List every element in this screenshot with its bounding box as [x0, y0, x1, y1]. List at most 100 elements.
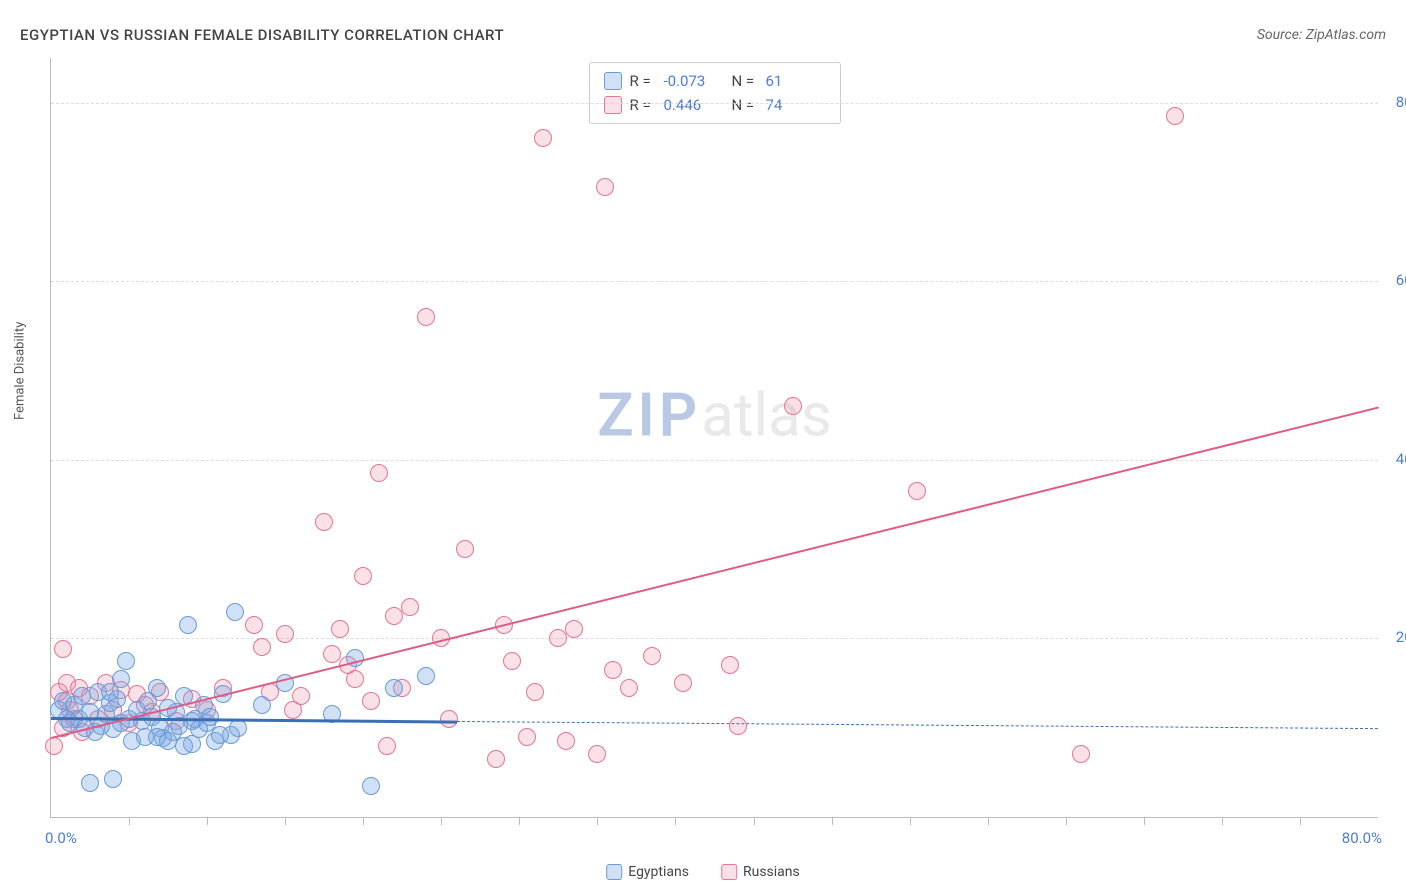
- trendline-russ: [51, 406, 1378, 738]
- stats-row-egypt: R = -0.073 N = 61: [604, 69, 826, 93]
- point-russians: [362, 692, 380, 710]
- stats-legend-box: R = -0.073 N = 61 R = 0.446 N = 74: [589, 62, 841, 124]
- x-tick: [597, 817, 598, 825]
- point-russians: [1166, 107, 1184, 125]
- point-russians: [596, 178, 614, 196]
- x-tick: [1144, 817, 1145, 825]
- point-egyptians: [253, 696, 271, 714]
- x-tick: [129, 817, 130, 825]
- point-russians: [440, 710, 458, 728]
- point-russians: [456, 540, 474, 558]
- x-tick: [832, 817, 833, 825]
- legend-item-russ: Russians: [721, 864, 800, 880]
- x-tick: [363, 817, 364, 825]
- y-axis-label: Female Disability: [13, 322, 28, 420]
- point-russians: [526, 683, 544, 701]
- source-attribution: Source: ZipAtlas.com: [1257, 27, 1386, 43]
- point-egyptians: [362, 777, 380, 795]
- point-russians: [604, 661, 622, 679]
- point-egyptians: [417, 667, 435, 685]
- watermark-atlas: atlas: [701, 379, 831, 450]
- point-russians: [1072, 745, 1090, 763]
- point-egyptians: [179, 616, 197, 634]
- x-tick: [675, 817, 676, 825]
- point-egyptians: [101, 683, 119, 701]
- point-russians: [401, 598, 419, 616]
- y-tick-label: 40.0%: [1396, 450, 1406, 468]
- series-legend: Egyptians Russians: [606, 864, 800, 880]
- swatch-russians: [604, 96, 622, 114]
- point-egyptians: [175, 737, 193, 755]
- plot-area: ZIPatlas R = -0.073 N = 61 R = 0.446 N =…: [50, 58, 1378, 818]
- stat-R-label: R =: [630, 69, 656, 93]
- chart-title: EGYPTIAN VS RUSSIAN FEMALE DISABILITY CO…: [20, 26, 504, 44]
- y-tick-label: 60.0%: [1396, 271, 1406, 289]
- swatch-egyptians: [604, 72, 622, 90]
- stat-R-russ: 0.446: [664, 93, 724, 117]
- point-russians: [346, 670, 364, 688]
- point-russians: [503, 652, 521, 670]
- point-russians: [417, 308, 435, 326]
- point-egyptians: [117, 652, 135, 670]
- x-tick: [285, 817, 286, 825]
- x-tick: [1222, 817, 1223, 825]
- watermark: ZIPatlas: [597, 379, 832, 450]
- x-left-label: 0.0%: [45, 829, 77, 847]
- point-russians: [518, 728, 536, 746]
- gridline-h: [51, 460, 1378, 461]
- x-tick: [910, 817, 911, 825]
- gridline-h: [51, 638, 1378, 639]
- point-russians: [721, 656, 739, 674]
- x-tick: [1066, 817, 1067, 825]
- stat-N-russ: 74: [766, 93, 826, 117]
- point-russians: [620, 679, 638, 697]
- stat-N-label: N =: [732, 69, 758, 93]
- x-tick: [519, 817, 520, 825]
- point-egyptians: [148, 679, 166, 697]
- point-russians: [292, 687, 310, 705]
- point-russians: [378, 737, 396, 755]
- title-row: EGYPTIAN VS RUSSIAN FEMALE DISABILITY CO…: [20, 26, 1386, 44]
- x-tick: [441, 817, 442, 825]
- point-russians: [354, 567, 372, 585]
- point-russians: [276, 625, 294, 643]
- point-russians: [565, 620, 583, 638]
- point-russians: [588, 745, 606, 763]
- point-egyptians: [226, 603, 244, 621]
- point-egyptians: [104, 770, 122, 788]
- chart-container: EGYPTIAN VS RUSSIAN FEMALE DISABILITY CO…: [0, 0, 1406, 892]
- point-russians: [54, 640, 72, 658]
- legend-label-egypt: Egyptians: [628, 864, 689, 880]
- x-tick: [1300, 817, 1301, 825]
- point-russians: [45, 737, 63, 755]
- point-russians: [315, 513, 333, 531]
- point-russians: [784, 397, 802, 415]
- y-tick-label: 20.0%: [1396, 628, 1406, 646]
- point-russians: [674, 674, 692, 692]
- point-egyptians: [201, 708, 219, 726]
- point-russians: [643, 647, 661, 665]
- stats-row-russ: R = 0.446 N = 74: [604, 93, 826, 117]
- legend-item-egypt: Egyptians: [606, 864, 689, 880]
- point-egyptians: [385, 679, 403, 697]
- point-russians: [487, 750, 505, 768]
- stat-N-label-2: N =: [732, 93, 758, 117]
- gridline-h: [51, 103, 1378, 104]
- watermark-zip: ZIP: [597, 379, 701, 450]
- gridline-h: [51, 281, 1378, 282]
- y-tick-label: 80.0%: [1396, 93, 1406, 111]
- swatch-egyptians-2: [606, 864, 622, 880]
- point-egyptians: [211, 726, 229, 744]
- point-russians: [253, 638, 271, 656]
- point-russians: [908, 482, 926, 500]
- stat-N-egypt: 61: [766, 69, 826, 93]
- stat-R-label-2: R =: [630, 93, 656, 117]
- trendline-egypt-dashed: [457, 721, 1378, 729]
- point-russians: [729, 717, 747, 735]
- point-russians: [331, 620, 349, 638]
- swatch-russians-2: [721, 864, 737, 880]
- x-tick: [754, 817, 755, 825]
- x-tick: [988, 817, 989, 825]
- x-right-label: 80.0%: [1342, 829, 1382, 847]
- stat-R-egypt: -0.073: [664, 69, 724, 93]
